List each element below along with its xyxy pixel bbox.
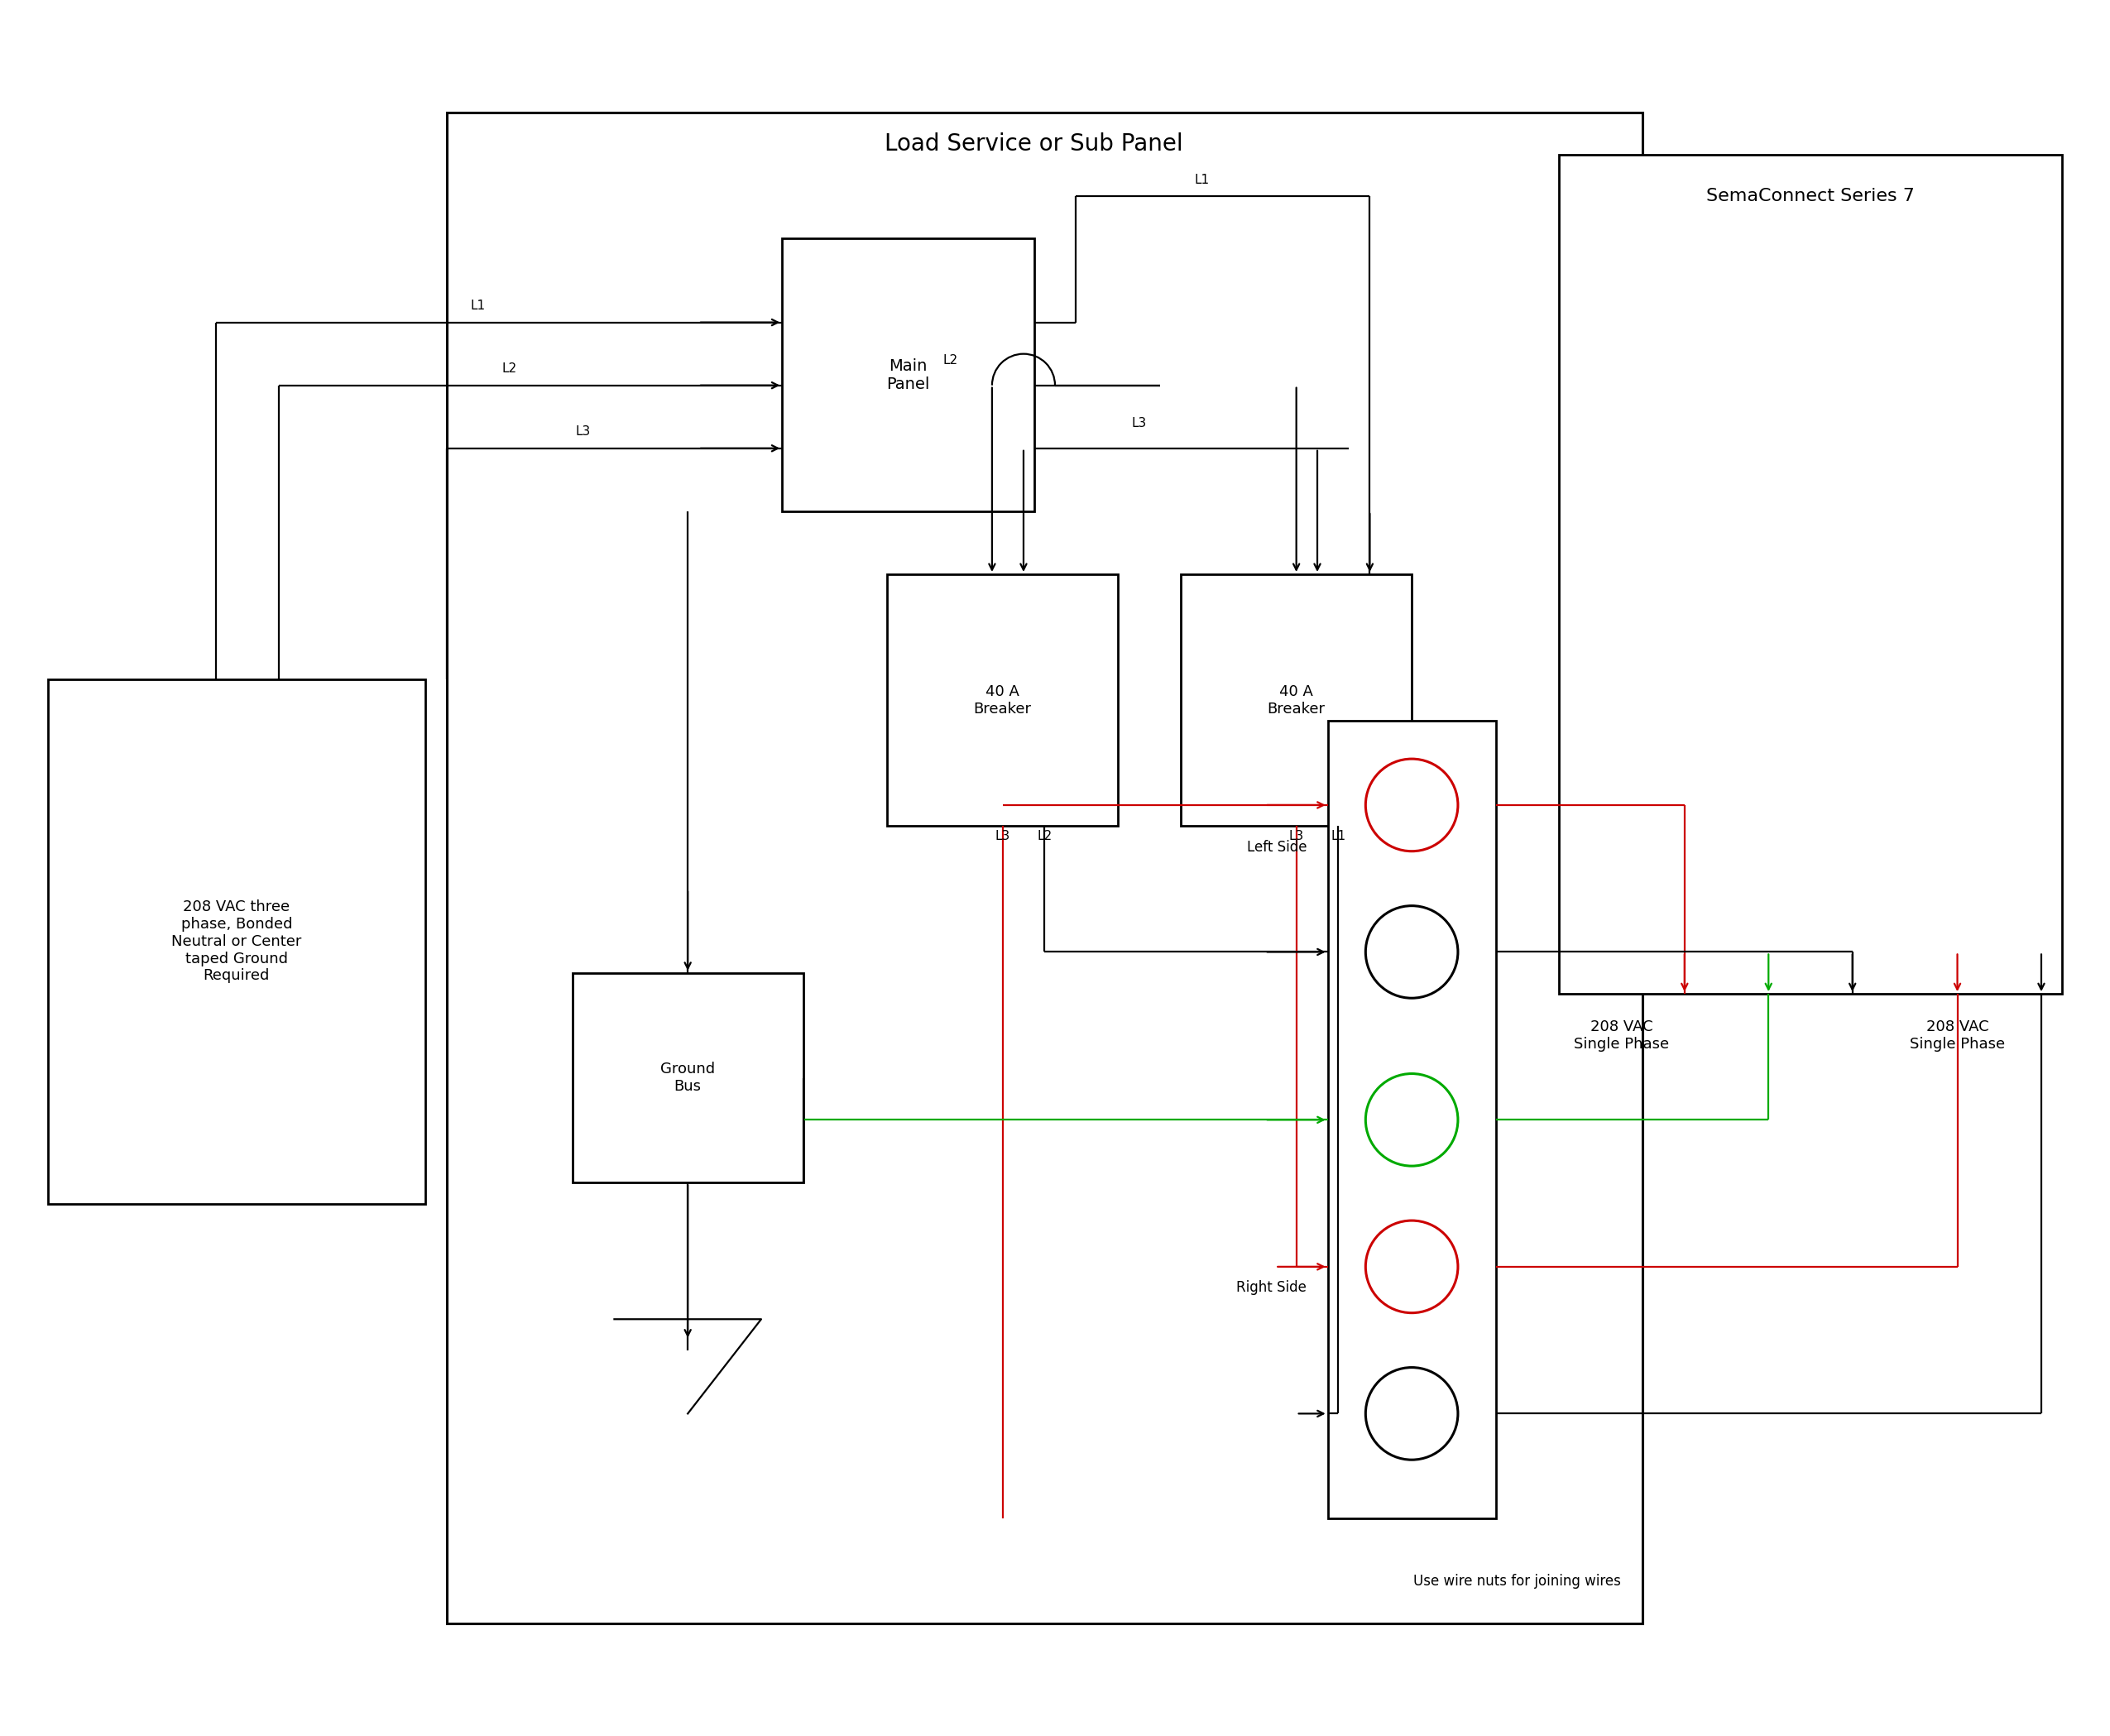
Circle shape [1365,1073,1458,1167]
Circle shape [1365,1220,1458,1312]
Text: L3: L3 [1131,417,1146,429]
Text: L2: L2 [1036,830,1053,842]
Text: SemaConnect Series 7: SemaConnect Series 7 [1707,187,1914,205]
Text: Use wire nuts for joining wires: Use wire nuts for joining wires [1414,1575,1620,1588]
Bar [1559,155,2061,995]
Text: Ground
Bus: Ground Bus [660,1062,715,1094]
Text: L3: L3 [996,830,1011,842]
Bar [49,679,426,1203]
Text: 208 VAC
Single Phase: 208 VAC Single Phase [1910,1019,2004,1052]
Text: Left Side: Left Side [1247,840,1306,854]
Bar [1182,575,1412,826]
Text: L2: L2 [943,354,958,366]
Circle shape [1365,1368,1458,1460]
Text: L1: L1 [471,299,485,312]
Bar [1327,720,1496,1519]
Text: L3: L3 [1289,830,1304,842]
Text: 40 A
Breaker: 40 A Breaker [973,684,1032,717]
Circle shape [1365,906,1458,998]
Text: 40 A
Breaker: 40 A Breaker [1268,684,1325,717]
Text: Load Service or Sub Panel: Load Service or Sub Panel [884,132,1184,156]
Text: L3: L3 [576,425,591,437]
Text: L1: L1 [1194,174,1209,186]
Text: 208 VAC three
phase, Bonded
Neutral or Center
taped Ground
Required: 208 VAC three phase, Bonded Neutral or C… [171,899,302,983]
Bar [572,972,804,1182]
Circle shape [1365,759,1458,851]
Bar [783,238,1034,512]
Text: Main
Panel: Main Panel [886,358,931,392]
Bar [447,113,1642,1623]
Text: L1: L1 [1331,830,1346,842]
Text: L2: L2 [502,363,517,375]
Text: Right Side: Right Side [1236,1279,1306,1295]
Bar [886,575,1118,826]
Text: 208 VAC
Single Phase: 208 VAC Single Phase [1574,1019,1669,1052]
